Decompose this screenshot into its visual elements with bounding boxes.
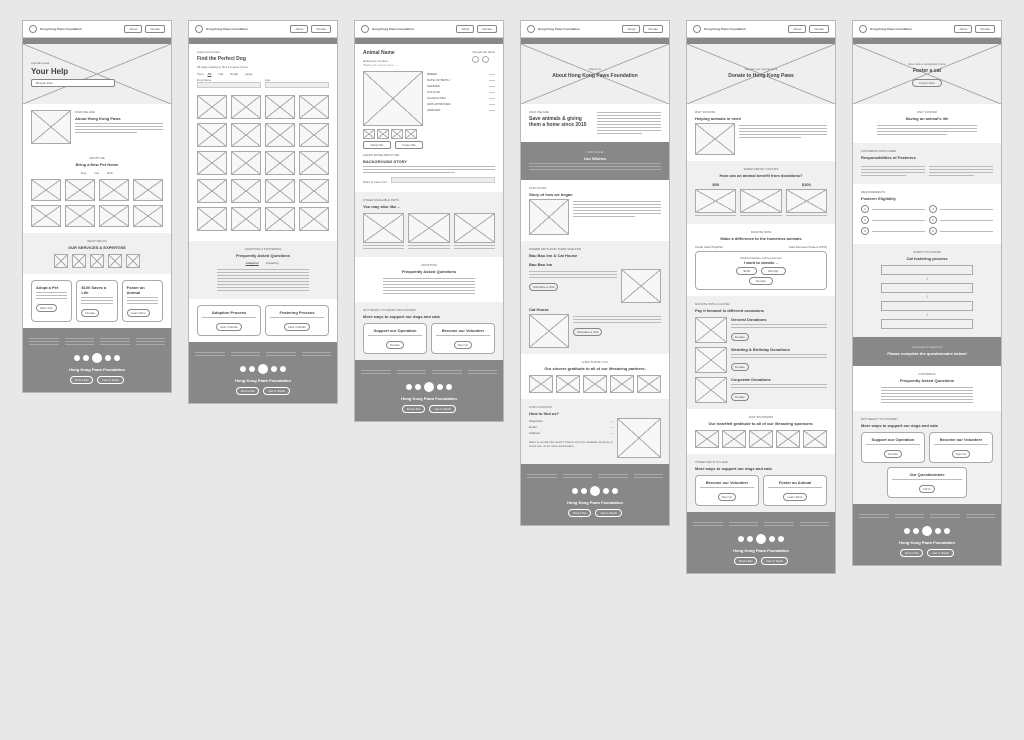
about-section: WHO WE ARE About Hong Kong Paws <box>23 104 171 150</box>
filter-both[interactable]: Both <box>107 171 113 175</box>
pet-thumb[interactable] <box>65 205 95 227</box>
foster-more: NOT READY TO FOSTER? More ways to suppor… <box>853 411 1001 504</box>
hero-eyebrow: Animals need <box>31 61 115 65</box>
main-photo <box>363 71 423 126</box>
story: OUR STORY Story of how we began <box>521 180 669 241</box>
card-button[interactable]: Learn More <box>127 309 150 317</box>
sponsors: OUR SPONSORS Our heartfelt gratitude to … <box>687 409 835 454</box>
process: STEPS TO FOSTER Cat fostering process ↓ … <box>853 244 1001 337</box>
support-section: NOT READY TO ADOPT OR FOSTER? More ways … <box>355 302 503 360</box>
page-donate: Hong Kong Paws Foundation AdoptDonate Su… <box>686 20 836 574</box>
pet-thumb[interactable] <box>31 205 61 227</box>
nav-adopt-button[interactable]: Adopt <box>124 25 142 33</box>
freq-chip[interactable]: Monthly <box>761 267 786 275</box>
service-icon <box>72 254 86 268</box>
about-title: About Hong Kong Paws <box>75 116 163 121</box>
wishes-block: OUR VALUE Our Wishes <box>521 142 669 180</box>
faq-tab-adoption[interactable]: Adoption <box>244 261 261 265</box>
pet-card[interactable] <box>197 95 227 119</box>
service-icon <box>108 254 122 268</box>
why-foster: WHY FOSTER Saving an animal's life <box>853 104 1001 143</box>
more-ways: OTHER WAYS TO HELP More ways to support … <box>687 454 835 512</box>
pet-thumb[interactable] <box>65 179 95 201</box>
tag-large[interactable]: Large <box>243 72 255 76</box>
meet-input[interactable] <box>391 177 495 183</box>
adopt-button[interactable]: Adopt Me <box>363 141 391 149</box>
cta-card: $100 Saves a Life Donate <box>76 280 117 322</box>
card-button[interactable]: Donate <box>81 309 99 317</box>
services-section: WHAT WE DO OUR SERVICES & EXPERTISE <box>23 233 171 274</box>
filter-cat[interactable]: Cat <box>94 171 99 175</box>
foster-faq: FOSTERING Frequently Asked Questions <box>853 366 1001 411</box>
filter-dog[interactable]: Dog <box>81 171 87 175</box>
penny-counts: EVERY PENNY COUNTS How can an animal ben… <box>687 161 835 224</box>
share-icon[interactable] <box>472 56 479 63</box>
faq-section: ADOPTION & FOSTERING Frequently Asked Qu… <box>189 241 337 299</box>
tag-all[interactable]: All <box>205 72 213 76</box>
detail-header: Animal Name Reference number Waiting for… <box>355 44 503 192</box>
shelter: WHERE PETS FIND THEIR SHELTER Bau Bau In… <box>521 241 669 354</box>
page-animal-detail: Hong Kong Paws Foundation AdoptDonate An… <box>354 20 504 422</box>
service-icon <box>54 254 68 268</box>
about-image <box>31 110 71 144</box>
pet-thumb[interactable] <box>133 179 163 201</box>
you-may-also-like: OTHER AVAILABLE PETS You may also like… <box>355 192 503 257</box>
hero-cta-button[interactable]: Browse Pets <box>31 79 115 87</box>
navbar: Hong Kong Paws Foundation Adopt Donate <box>23 21 171 38</box>
hero-title: Your Help <box>31 67 115 76</box>
pet-thumb[interactable] <box>99 179 129 201</box>
tag-small[interactable]: Small <box>228 72 240 76</box>
listing-header: Adopt and Foster Find the Perfect Dog 36… <box>189 44 337 241</box>
cta-card: Foster an Animal Learn More <box>122 280 163 322</box>
pet-thumb[interactable] <box>31 179 61 201</box>
share-icon[interactable] <box>482 56 489 63</box>
page-home: Hong Kong Paws Foundation Adopt Donate A… <box>22 20 172 393</box>
eligibility: REQUIREMENTS Fosterer Eligibility 1 2 3 … <box>853 184 1001 244</box>
page-about: Hong Kong Paws Foundation AdoptDonate Ab… <box>520 20 670 526</box>
faq: ADOPTION Frequently Asked Questions <box>355 257 503 302</box>
logo-icon <box>29 25 37 33</box>
occasions: DONATE WITH A CAUSE Pay it forward in di… <box>687 296 835 409</box>
map <box>617 418 661 458</box>
about-eyebrow: WHO WE ARE <box>75 110 163 114</box>
wireframe-board: Hong Kong Paws Foundation Adopt Donate A… <box>10 20 1014 574</box>
footer-contact-button[interactable]: Get in Touch <box>97 376 124 384</box>
brand-text: Hong Kong Paws Foundation <box>40 27 82 31</box>
pet-thumb[interactable] <box>133 205 163 227</box>
amount-chip[interactable]: $100 <box>736 267 757 275</box>
foster-cta[interactable]: Foster Now <box>912 79 941 87</box>
foster-button[interactable]: Foster Me <box>395 141 423 149</box>
hero: Animals need Your Help Browse Pets <box>23 44 171 104</box>
cta-cards: Adopt a Pet More Info $100 Saves a Life … <box>23 274 171 328</box>
foster-cta-block: Interested in fostering? Please complete… <box>853 337 1001 366</box>
faq-tab-fostering[interactable]: Fostering <box>264 261 281 265</box>
footer-find-button[interactable]: Find a Pet <box>70 376 94 384</box>
pet-thumb[interactable] <box>99 205 129 227</box>
about-intro: WHO WE ARE Save animals & giving them a … <box>521 104 669 142</box>
why-donate: WHY DONATE Helping animals in need <box>687 104 835 161</box>
service-icon <box>90 254 104 268</box>
page-foster: Hong Kong Paws Foundation AdoptDonate Gi… <box>852 20 1002 566</box>
card-button[interactable]: More Info <box>36 304 57 312</box>
find-us: OUR LOCATION How to find us? Telephone— … <box>521 399 669 464</box>
related-pet[interactable] <box>363 213 404 243</box>
tag-cat[interactable]: Cat <box>216 72 225 76</box>
donate-widget: PayPal handles online payment I want to … <box>695 251 827 290</box>
cta-card: Adopt a Pet More Info <box>31 280 72 322</box>
nav-donate-button[interactable]: Donate <box>145 25 165 33</box>
thumb[interactable] <box>363 129 375 139</box>
page-listing: Hong Kong Paws Foundation AdoptDonate Ad… <box>188 20 338 404</box>
partners: A BIG THANK YOU Our sincere gratitude to… <box>521 354 669 399</box>
service-icon <box>126 254 140 268</box>
donate-submit[interactable]: Donate <box>749 277 773 285</box>
name-input[interactable] <box>197 82 261 88</box>
process-cards: Adoption ProcessHow it Works Fostering P… <box>189 299 337 342</box>
adopt-section: ADOPT ME Bring a New Pet Home Dog Cat Bo… <box>23 150 171 233</box>
donate-now: DONATE NOW Make a difference to the home… <box>687 224 835 296</box>
footer: Hong Kong Paws Foundation Find a Pet Get… <box>23 328 171 392</box>
responsibilities: FOSTERING EXPLAINED Responsibilities of … <box>853 143 1001 184</box>
info-panel: BREED—— DATE OF BIRTH—— GENDER—— COLOUR—… <box>427 71 495 149</box>
age-select[interactable] <box>265 82 329 88</box>
